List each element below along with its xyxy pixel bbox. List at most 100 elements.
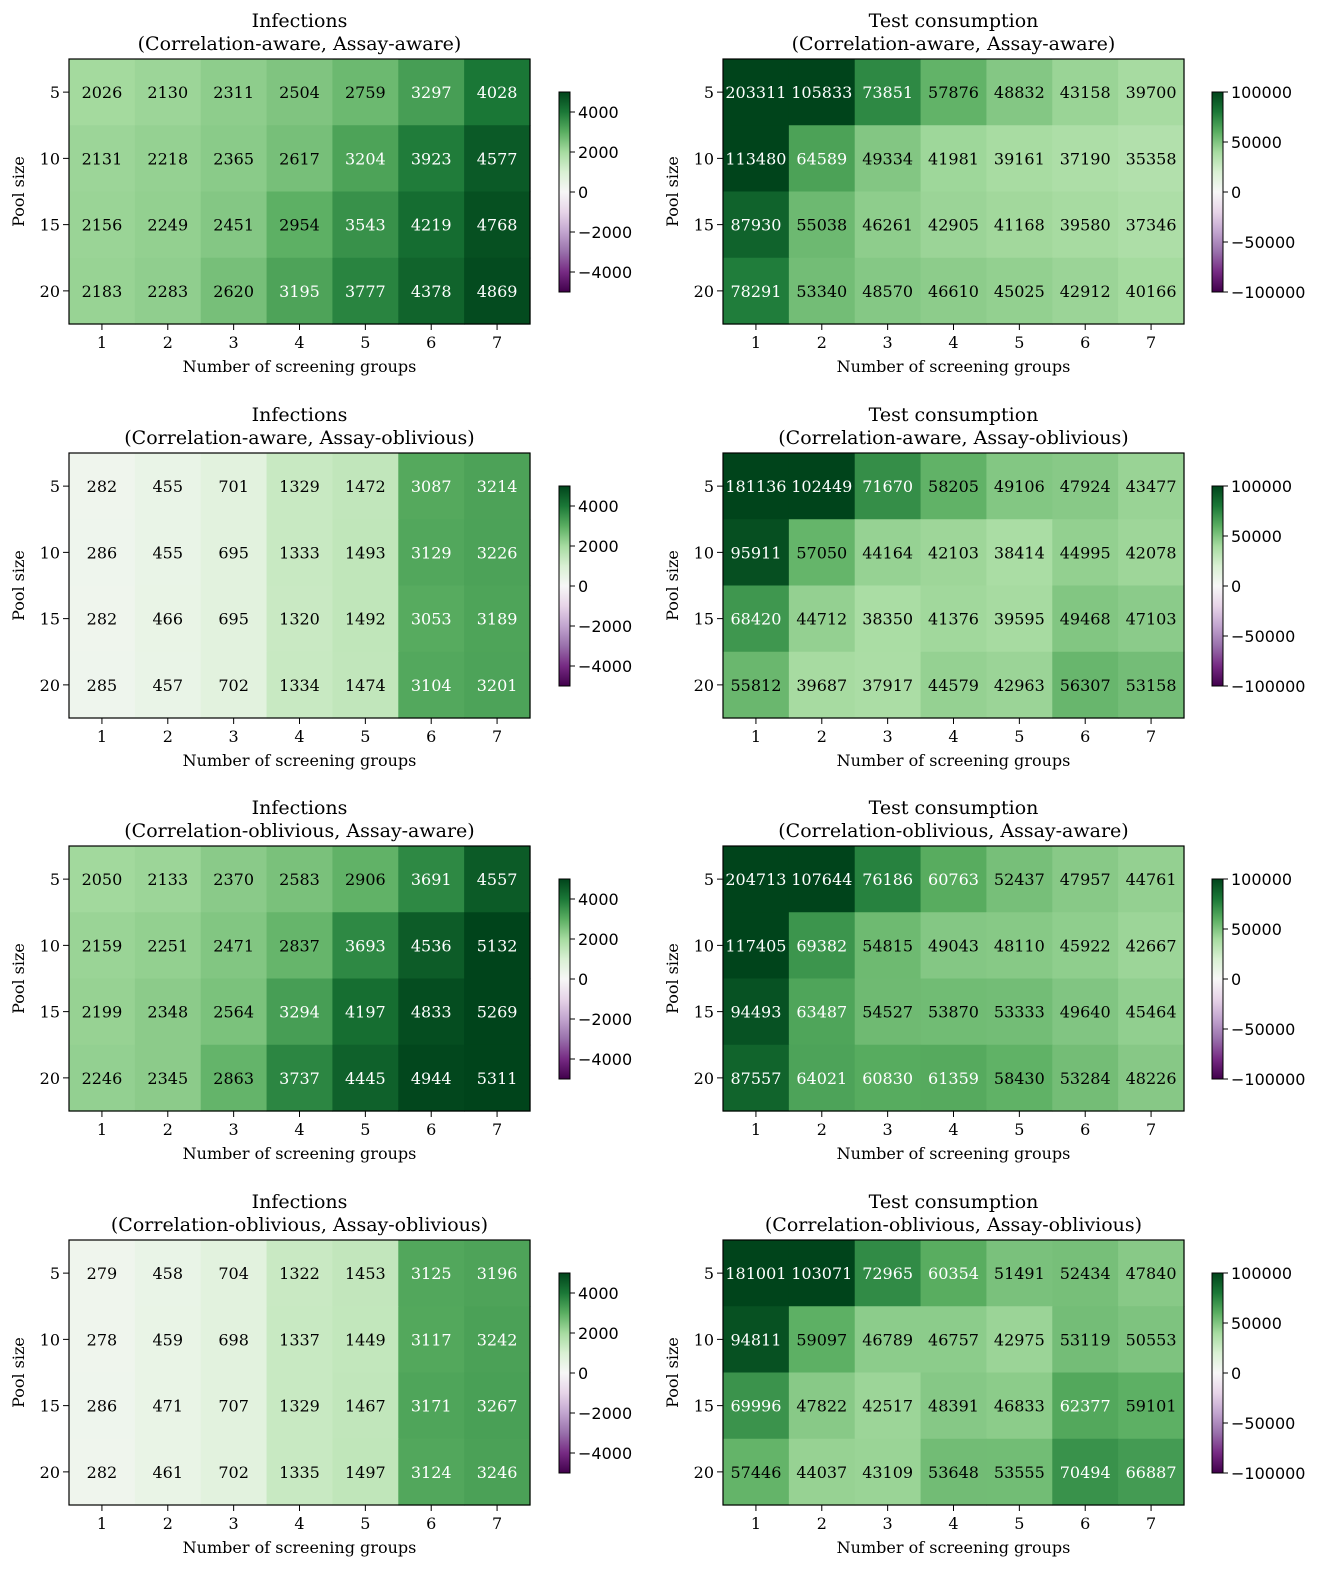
- x-tick-label: 2: [163, 333, 173, 352]
- heatmap-cell: [332, 585, 399, 653]
- heatmap-cell: [398, 1240, 465, 1307]
- heatmap-cell: [332, 191, 399, 259]
- heatmap-cell: [920, 585, 988, 653]
- heatmap-cell: [723, 1306, 790, 1374]
- colorbar: [558, 878, 571, 1080]
- x-tick-label: 1: [97, 333, 107, 352]
- cell-value-label: 42975: [994, 1330, 1045, 1349]
- cell-value-label: 105833: [791, 83, 852, 102]
- x-tick-label: 1: [751, 1120, 761, 1139]
- x-tick-label: 5: [360, 1514, 370, 1533]
- cell-value-label: 3189: [477, 610, 518, 629]
- cell-value-label: 2156: [82, 216, 123, 235]
- colorbar-tick-label: 0: [1231, 1364, 1241, 1383]
- cell-value-label: 2451: [213, 216, 254, 235]
- heatmap-cell: [1052, 519, 1119, 587]
- heatmap-cell: [464, 1372, 531, 1440]
- x-tick-label: 7: [1146, 1120, 1156, 1139]
- cell-value-label: 95911: [730, 543, 781, 562]
- x-tick-label: 6: [1080, 333, 1090, 352]
- cell-value-label: 59097: [796, 1330, 847, 1349]
- heatmap-cell: [398, 585, 465, 653]
- x-tick-label: 7: [1146, 333, 1156, 352]
- heatmap-cell: [266, 191, 334, 259]
- colorbar-tick-label: −100000: [1231, 1464, 1305, 1483]
- cell-value-label: 4219: [411, 216, 452, 235]
- cell-value-label: 42667: [1126, 936, 1177, 955]
- x-tick-label: 5: [1014, 333, 1024, 352]
- cell-value-label: 3267: [477, 1397, 518, 1416]
- cell-value-label: 44579: [928, 676, 979, 695]
- colorbar-tick-label: −50000: [1231, 1020, 1295, 1039]
- heatmap-cell: [398, 912, 465, 980]
- cell-value-label: 70494: [1060, 1463, 1111, 1482]
- heatmap-cell: [920, 453, 988, 520]
- heatmap-cell: [266, 1438, 334, 1506]
- cell-value-label: 45922: [1060, 936, 1111, 955]
- heatmap-cell: [134, 1044, 202, 1112]
- y-tick-label: 5: [50, 870, 60, 889]
- heatmap-cell: [1118, 519, 1185, 587]
- cell-value-label: 1329: [279, 1397, 320, 1416]
- cell-value-label: 458: [153, 1264, 184, 1283]
- heatmap-cell: [723, 846, 790, 913]
- heatmap-cell: [986, 585, 1053, 653]
- cell-value-label: 1320: [279, 610, 320, 629]
- cell-value-label: 2617: [279, 149, 320, 168]
- y-tick-label: 20: [40, 282, 60, 301]
- x-tick-label: 2: [163, 727, 173, 746]
- heatmap-cell: [920, 1306, 988, 1374]
- cell-value-label: 3691: [411, 870, 452, 889]
- heatmap-cell: [854, 257, 922, 325]
- cell-value-label: 282: [87, 1463, 118, 1482]
- cell-value-label: 53119: [1060, 1330, 1111, 1349]
- heatmap-cell: [920, 59, 988, 126]
- heatmap-cell: [1118, 1240, 1185, 1307]
- y-tick-label: 10: [40, 149, 60, 168]
- heatmap-cell: [788, 1438, 856, 1506]
- cell-value-label: 3201: [477, 676, 518, 695]
- heatmap-cell: [398, 1044, 465, 1112]
- heatmap-panel-8: Test consumption (Correlation-oblivious, …: [663, 1191, 1305, 1557]
- colorbar-tick-label: −4000: [578, 1050, 632, 1069]
- colorbar-tick-label: 50000: [1231, 527, 1282, 546]
- cell-value-label: 1467: [345, 1397, 386, 1416]
- chart-title: Infections (Correlation-aware, Assay-awar…: [138, 10, 462, 55]
- cell-value-label: 455: [153, 543, 184, 562]
- cell-value-label: 49640: [1060, 1003, 1111, 1022]
- colorbar-tick-label: −100000: [1231, 1070, 1305, 1089]
- cell-value-label: 48832: [994, 83, 1045, 102]
- heatmap-cell: [200, 257, 268, 325]
- cell-value-label: 1472: [345, 477, 386, 496]
- cell-value-label: 2251: [147, 936, 188, 955]
- cell-value-label: 49468: [1060, 610, 1111, 629]
- heatmap-cell: [464, 519, 531, 587]
- x-tick-label: 4: [948, 333, 958, 352]
- x-tick-label: 4: [948, 727, 958, 746]
- heatmap-cell: [332, 453, 399, 520]
- cell-value-label: 76186: [862, 870, 913, 889]
- colorbar-tick-label: 50000: [1231, 920, 1282, 939]
- y-tick-label: 10: [694, 149, 714, 168]
- cell-value-label: 41981: [928, 149, 979, 168]
- heatmap-cell: [723, 651, 790, 719]
- cell-value-label: 2183: [82, 282, 123, 301]
- y-axis-label: Pool size: [663, 1337, 682, 1408]
- cell-value-label: 457: [153, 676, 184, 695]
- heatmap-cell: [920, 912, 988, 980]
- y-axis-label: Pool size: [9, 550, 28, 621]
- heatmap-cell: [332, 1306, 399, 1374]
- heatmap-cell: [464, 585, 531, 653]
- chart-title: Infections (Correlation-oblivious, Assay-…: [111, 1191, 488, 1236]
- cell-value-label: 52434: [1060, 1264, 1111, 1283]
- cell-value-label: 40166: [1126, 282, 1177, 301]
- heatmap-cell: [332, 1438, 399, 1506]
- heatmap-cell: [200, 59, 268, 126]
- cell-value-label: 279: [87, 1264, 118, 1283]
- colorbar-tick-label: 2000: [578, 143, 619, 162]
- cell-value-label: 94493: [730, 1003, 781, 1022]
- heatmap-cell: [464, 191, 531, 259]
- cell-value-label: 3087: [411, 477, 452, 496]
- heatmap-cell: [920, 651, 988, 719]
